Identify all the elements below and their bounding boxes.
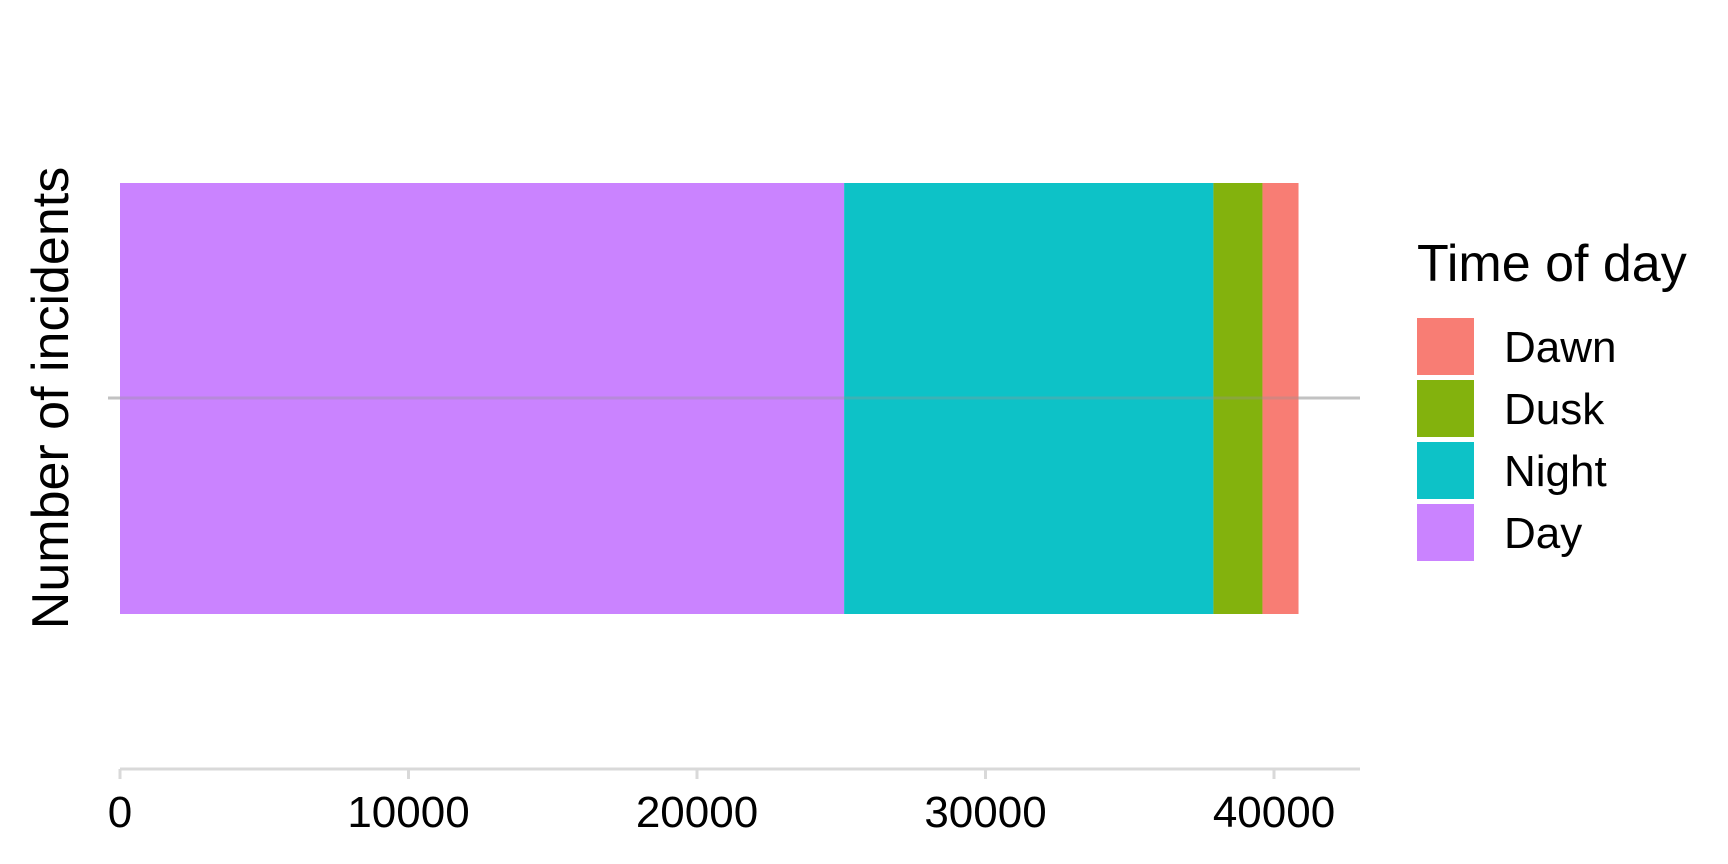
x-tick-label: 20000: [636, 788, 758, 837]
bar-segment-dusk: [1213, 183, 1263, 614]
legend-title: Time of day: [1417, 235, 1687, 293]
legend-key-day: [1417, 504, 1474, 561]
bar-segment-day: [120, 183, 845, 614]
x-tick-label: 10000: [347, 788, 469, 837]
plot-area: 0 10000 20000 30000 40000: [108, 183, 1360, 837]
x-tick-label: 30000: [924, 788, 1046, 837]
x-axis-ticks: 0 10000 20000 30000 40000: [108, 769, 1335, 837]
legend-label-dusk: Dusk: [1504, 385, 1605, 434]
legend-label-night: Night: [1504, 447, 1607, 496]
bar-segment-night: [844, 183, 1214, 614]
legend-key-dusk: [1417, 380, 1474, 437]
legend-key-night: [1417, 442, 1474, 499]
bar-segment-dawn: [1262, 183, 1299, 614]
legend: Time of day Dawn Dusk Night Day: [1417, 235, 1687, 561]
legend-key-dawn: [1417, 318, 1474, 375]
legend-label-day: Day: [1504, 509, 1582, 558]
y-axis-title: Number of incidents: [22, 167, 80, 629]
legend-label-dawn: Dawn: [1504, 323, 1617, 372]
legend-items: Dawn Dusk Night Day: [1417, 318, 1617, 561]
x-tick-label: 40000: [1213, 788, 1335, 837]
x-tick-label: 0: [108, 788, 132, 837]
stacked-bar: [108, 183, 1360, 614]
